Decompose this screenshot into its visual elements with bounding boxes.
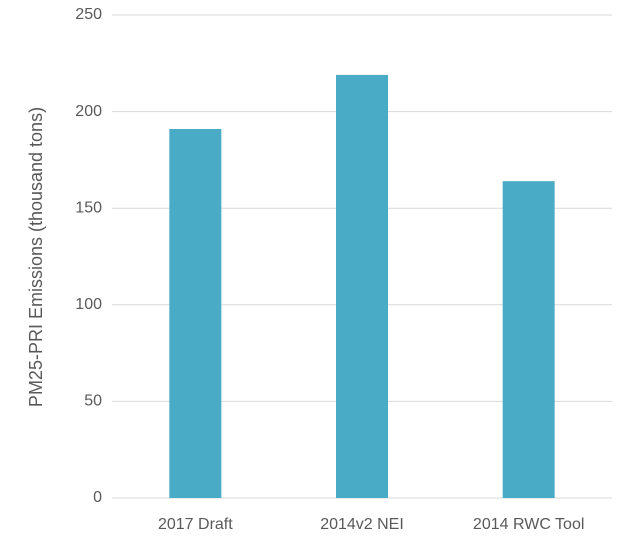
x-tick-label: 2017 Draft — [158, 516, 233, 533]
y-tick-label: 200 — [75, 103, 102, 120]
x-tick-label: 2014 RWC Tool — [473, 516, 584, 533]
y-tick-label: 100 — [75, 296, 102, 313]
bar — [169, 128, 222, 498]
y-tick-label: 250 — [75, 6, 102, 23]
y-tick-label: 0 — [93, 489, 102, 506]
x-tick-label: 2014v2 NEI — [320, 516, 404, 533]
bar — [502, 181, 555, 499]
bar — [336, 74, 388, 498]
y-tick-label: 50 — [84, 393, 102, 410]
y-axis-label: PM25-PRI Emissions (thousand tons) — [26, 107, 46, 407]
y-tick-label: 150 — [75, 199, 102, 216]
